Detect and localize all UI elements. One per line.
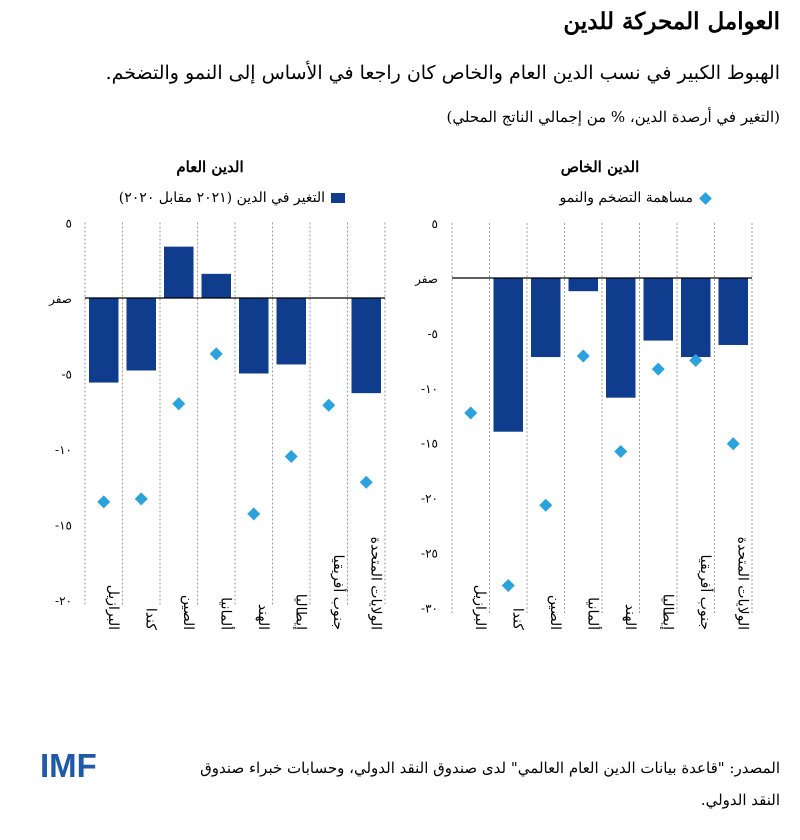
diamond-point: [97, 495, 111, 509]
public-panel: ٥ صفر -٥ -١٠ -١٥ -٢٠ البرازيل كندا الصين ألمانيا ا…: [48, 217, 386, 630]
diamond-point: [726, 437, 740, 451]
diamond-point: [359, 475, 373, 489]
chart-subtitle: الهبوط الكبير في نسب الدين العام والخاص …: [105, 62, 780, 84]
category-label: إيطاليا: [292, 594, 308, 630]
diamond-point: [172, 397, 186, 411]
y-tick-label: -١٠: [55, 443, 72, 457]
legend-diamond-label: مساهمة التضخم والنمو: [559, 190, 693, 206]
category-label: كندا: [509, 608, 525, 630]
legend-bar-swatch: [331, 193, 345, 203]
diamond-point: [651, 362, 665, 376]
diamond-point: [614, 444, 628, 458]
source-note: المصدر: "قاعدة بيانات الدين العام العالم…: [200, 759, 780, 809]
bar: [126, 298, 156, 371]
y-tick-label: -٢٥: [421, 547, 438, 561]
category-label: ألمانيا: [584, 597, 603, 630]
bar: [89, 298, 119, 383]
bar: [351, 298, 381, 394]
imf-logo-text: IMF: [40, 748, 97, 782]
y-tick-label: -٢٠: [55, 594, 72, 608]
category-label: البرازيل: [472, 585, 488, 630]
category-label: جنوب أفريقيا: [330, 554, 349, 630]
category-label: الهند: [255, 604, 271, 630]
bar: [718, 278, 748, 345]
diamond-point: [247, 507, 261, 521]
y-tick-label: -١٥: [421, 437, 438, 451]
diamond-point: [501, 578, 515, 592]
legend-bar-label: التغير في الدين (٢٠٢١ مقابل ٢٠٢٠): [118, 190, 325, 206]
bar: [606, 278, 636, 398]
category-label: الصين: [547, 595, 563, 630]
diamond-point: [284, 450, 298, 464]
y-tick-label: صفر: [48, 292, 72, 306]
category-label: جنوب أفريقيا: [697, 554, 716, 630]
diamond-point: [539, 498, 553, 512]
bar: [643, 278, 673, 341]
category-label: الصين: [180, 595, 196, 630]
bar: [681, 278, 711, 358]
category-label: الولايات المتحدة: [734, 537, 750, 630]
y-tick-label: -٣٠: [421, 601, 438, 615]
legend-bars: التغير في الدين (٢٠٢١ مقابل ٢٠٢٠): [119, 190, 345, 206]
legend-diamonds: مساهمة التضخم والنمو: [559, 190, 712, 206]
imf-logo: IMF: [40, 748, 97, 782]
diamond-point: [209, 347, 223, 361]
bar: [239, 298, 269, 374]
diamond-point: [464, 406, 478, 420]
private-debt-panel-title: الدين الخاص: [560, 158, 640, 176]
y-tick-label: -٢٠: [421, 492, 438, 506]
units-note: (التغير في أرصدة الدين، % من إجمالي النا…: [446, 108, 780, 126]
public-debt-panel-title: الدين العام: [176, 158, 244, 176]
diamond-point: [689, 353, 703, 367]
category-label: البرازيل: [105, 585, 121, 630]
y-tick-label: ٥: [432, 217, 438, 231]
y-tick-label: -١٠: [421, 382, 438, 396]
debt-charts: ٥ صفر -٥ -١٠ -١٥ -٢٠ البرازيل كندا الصين ألمانيا ا…: [48, 217, 753, 630]
diamond-point: [134, 492, 148, 506]
bar: [568, 278, 598, 292]
y-tick-label: ٥: [66, 217, 72, 231]
category-label: ألمانيا: [217, 597, 236, 630]
bar: [531, 278, 561, 358]
category-label: كندا: [142, 608, 158, 630]
y-tick-label: صفر: [414, 272, 438, 286]
bar: [493, 278, 523, 432]
y-tick-label: -٥: [61, 368, 72, 382]
diamond-point: [576, 349, 590, 363]
private-panel: ٥ صفر -٥ -١٠ -١٥ -٢٠ -٢٥ -٣٠ البرازيل كندا الصين أل…: [414, 217, 753, 630]
y-tick-label: -١٥: [55, 519, 72, 533]
diamond-point: [322, 398, 336, 412]
bar: [201, 273, 231, 298]
category-label: إيطاليا: [659, 594, 675, 630]
category-label: الهند: [622, 604, 638, 630]
y-tick-label: -٥: [427, 327, 438, 341]
category-label: الولايات المتحدة: [367, 537, 383, 630]
chart-title: العوامل المحركة للدين: [563, 8, 780, 35]
bar: [164, 246, 194, 298]
bar: [276, 298, 306, 365]
